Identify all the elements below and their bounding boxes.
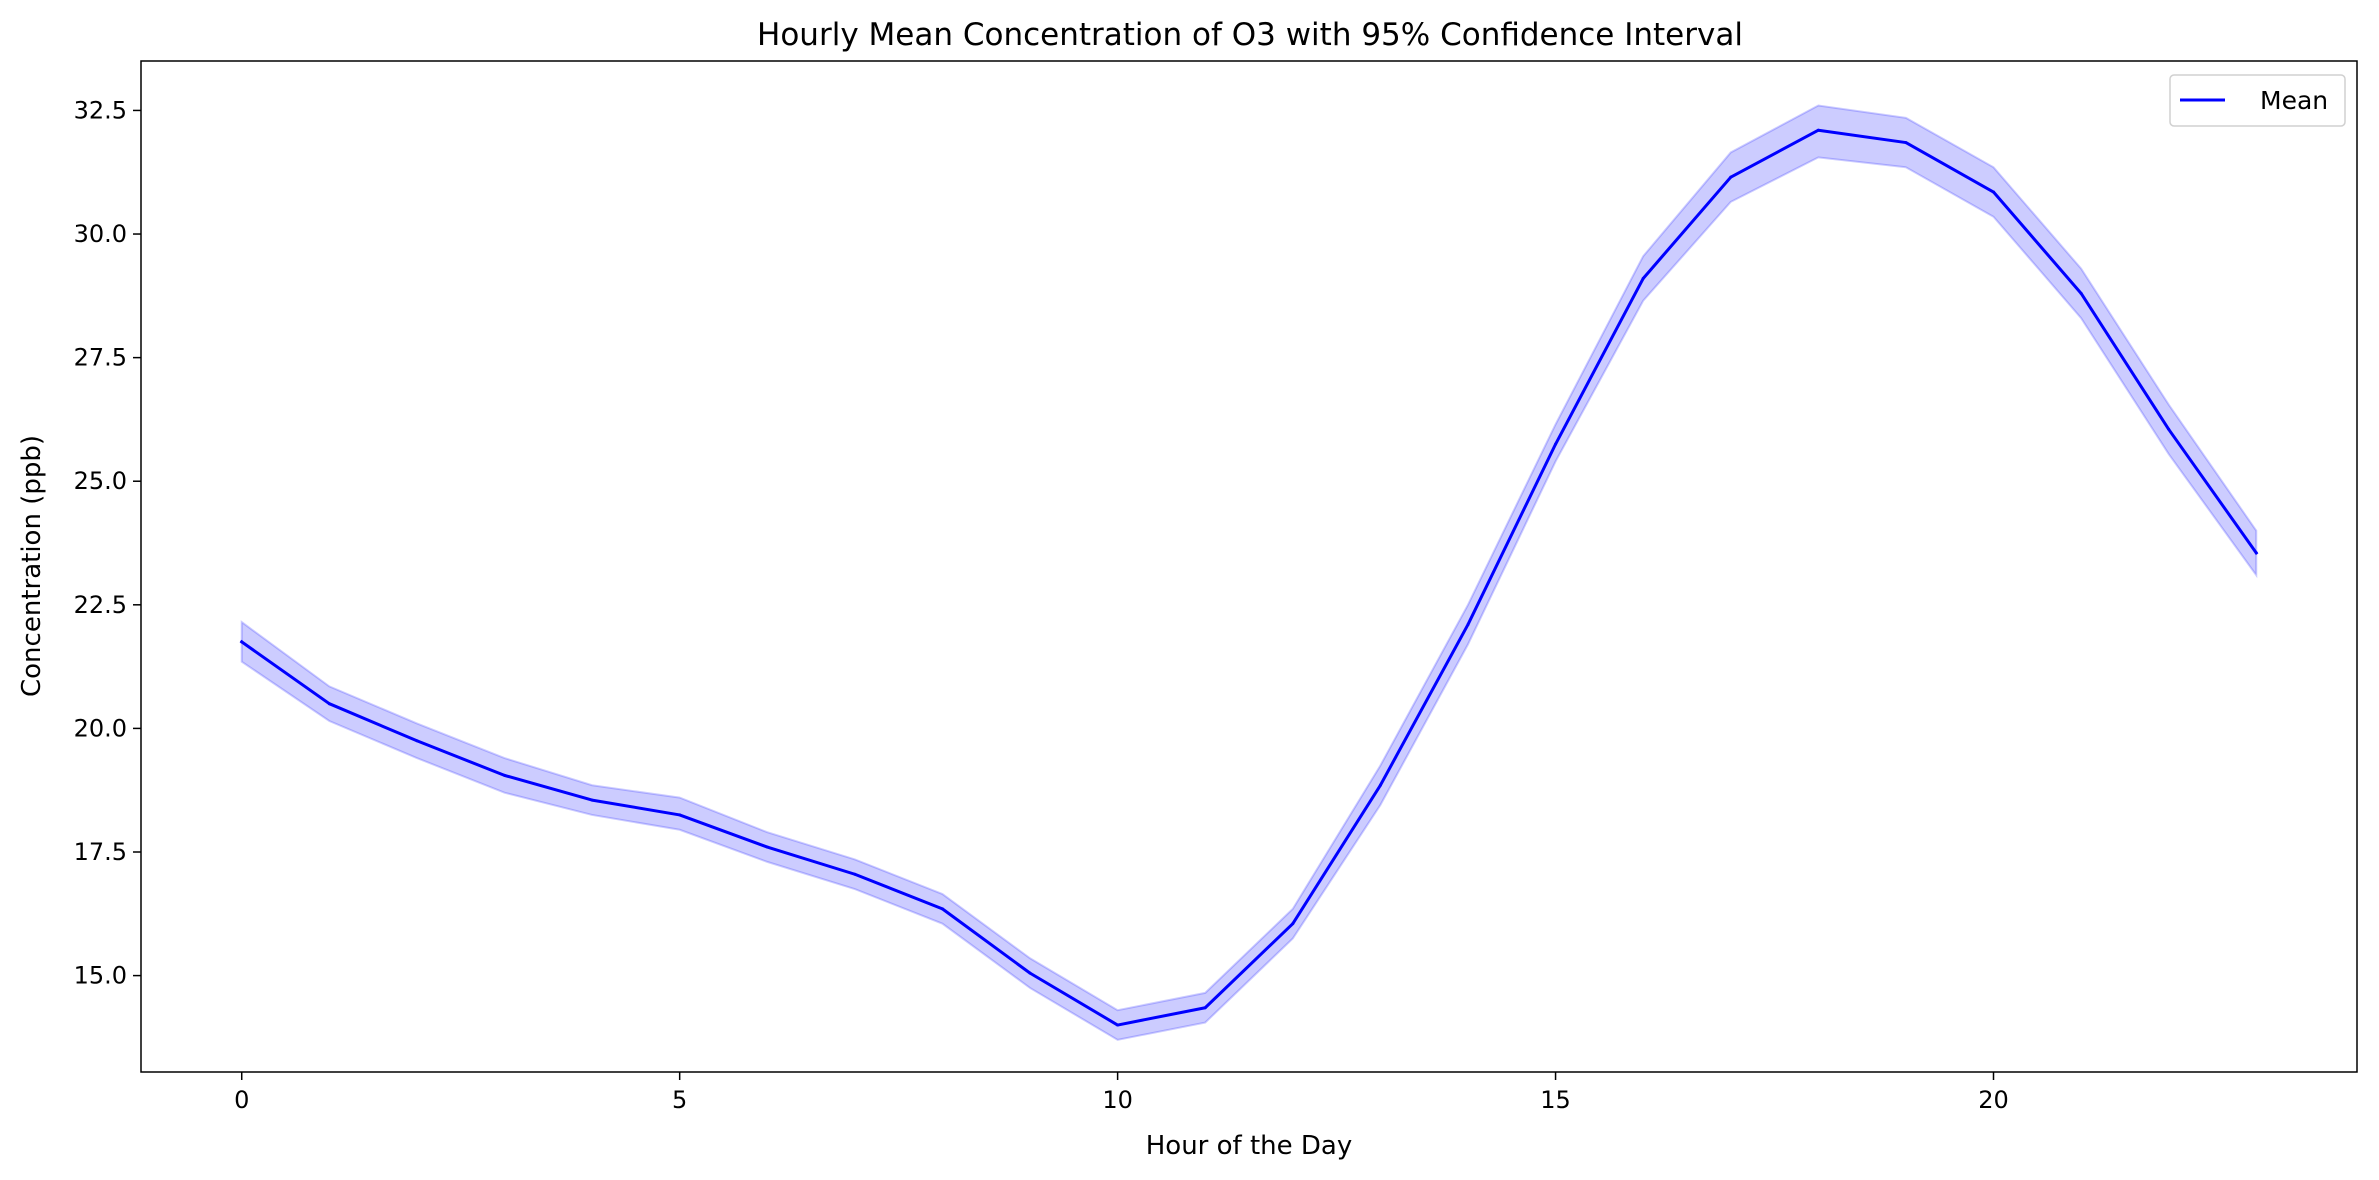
chart-title: Hourly Mean Concentration of O3 with 95%…: [757, 17, 1743, 53]
y-tick-label-3: 22.5: [74, 591, 127, 619]
mean-point-0-4: [590, 798, 594, 802]
y-tick-label-1: 17.5: [74, 838, 127, 866]
plot-area: [140, 60, 2358, 1073]
legend-mean-label: Mean: [2260, 86, 2328, 115]
mean-point-0-22: [2167, 427, 2171, 431]
mean-point-0-17: [1729, 175, 1733, 179]
mean-point-0-6: [765, 845, 769, 849]
x-axis: 0 5 10 15 20: [234, 1072, 2009, 1114]
mean-point-0-1: [327, 702, 331, 706]
y-axis: 15.0 17.5 20.0 22.5 25.0 27.5 30.0 32.5: [74, 96, 141, 990]
mean-point-0-20: [1992, 190, 1996, 194]
mean-point-0-9: [1028, 971, 1032, 975]
mean-point-0-10: [1116, 1023, 1120, 1027]
y-tick-label-2: 20.0: [74, 714, 127, 742]
mean-point-0-5: [678, 813, 682, 817]
ci-band-0: [240, 104, 2258, 1041]
y-tick-label-4: 25.0: [74, 467, 127, 495]
mean-point-0-18: [1816, 128, 1820, 132]
mean-point-0-8: [940, 907, 944, 911]
mean-point-0-2: [415, 739, 419, 743]
y-tick-label-6: 30.0: [74, 220, 127, 248]
mean-point-0-12: [1291, 922, 1295, 926]
x-axis-label: Hour of the Day: [1146, 1131, 1353, 1161]
mean-point-0-0: [240, 640, 244, 644]
mean-point-0-7: [853, 872, 857, 876]
x-tick-label-4: 20: [1978, 1086, 2009, 1114]
mean-point-0-19: [1904, 141, 1908, 145]
mean-point-0-11: [1203, 1006, 1207, 1010]
legend-box: [2169, 74, 2346, 127]
y-tick-label-5: 27.5: [74, 344, 127, 372]
mean-point-0-3: [502, 773, 506, 777]
ci-band-layer: [240, 104, 2258, 1041]
x-tick-label-2: 10: [1102, 1086, 1133, 1114]
plot-area-frame-bg: [141, 61, 2357, 1072]
plot-area-frame: [140, 60, 2358, 1073]
mean-point-0-13: [1378, 783, 1382, 787]
mean-line-0: [239, 128, 2259, 1027]
mean-point-0-16: [1641, 277, 1645, 281]
mean-point-0-23: [2254, 551, 2258, 555]
mean-point-0-21: [2079, 291, 2083, 295]
legend: Mean: [2169, 74, 2346, 127]
y-tick-label-7: 32.5: [74, 96, 127, 124]
x-tick-label-1: 5: [672, 1086, 687, 1114]
x-tick-label-0: 0: [234, 1086, 249, 1114]
y-tick-label-0: 15.0: [74, 962, 127, 990]
y-axis-label: Concentration (ppb): [17, 435, 47, 697]
line-layer: [239, 128, 2259, 1027]
mean-point-0-15: [1554, 442, 1558, 446]
mean-point-0-14: [1466, 623, 1470, 627]
x-tick-label-3: 15: [1540, 1086, 1571, 1114]
